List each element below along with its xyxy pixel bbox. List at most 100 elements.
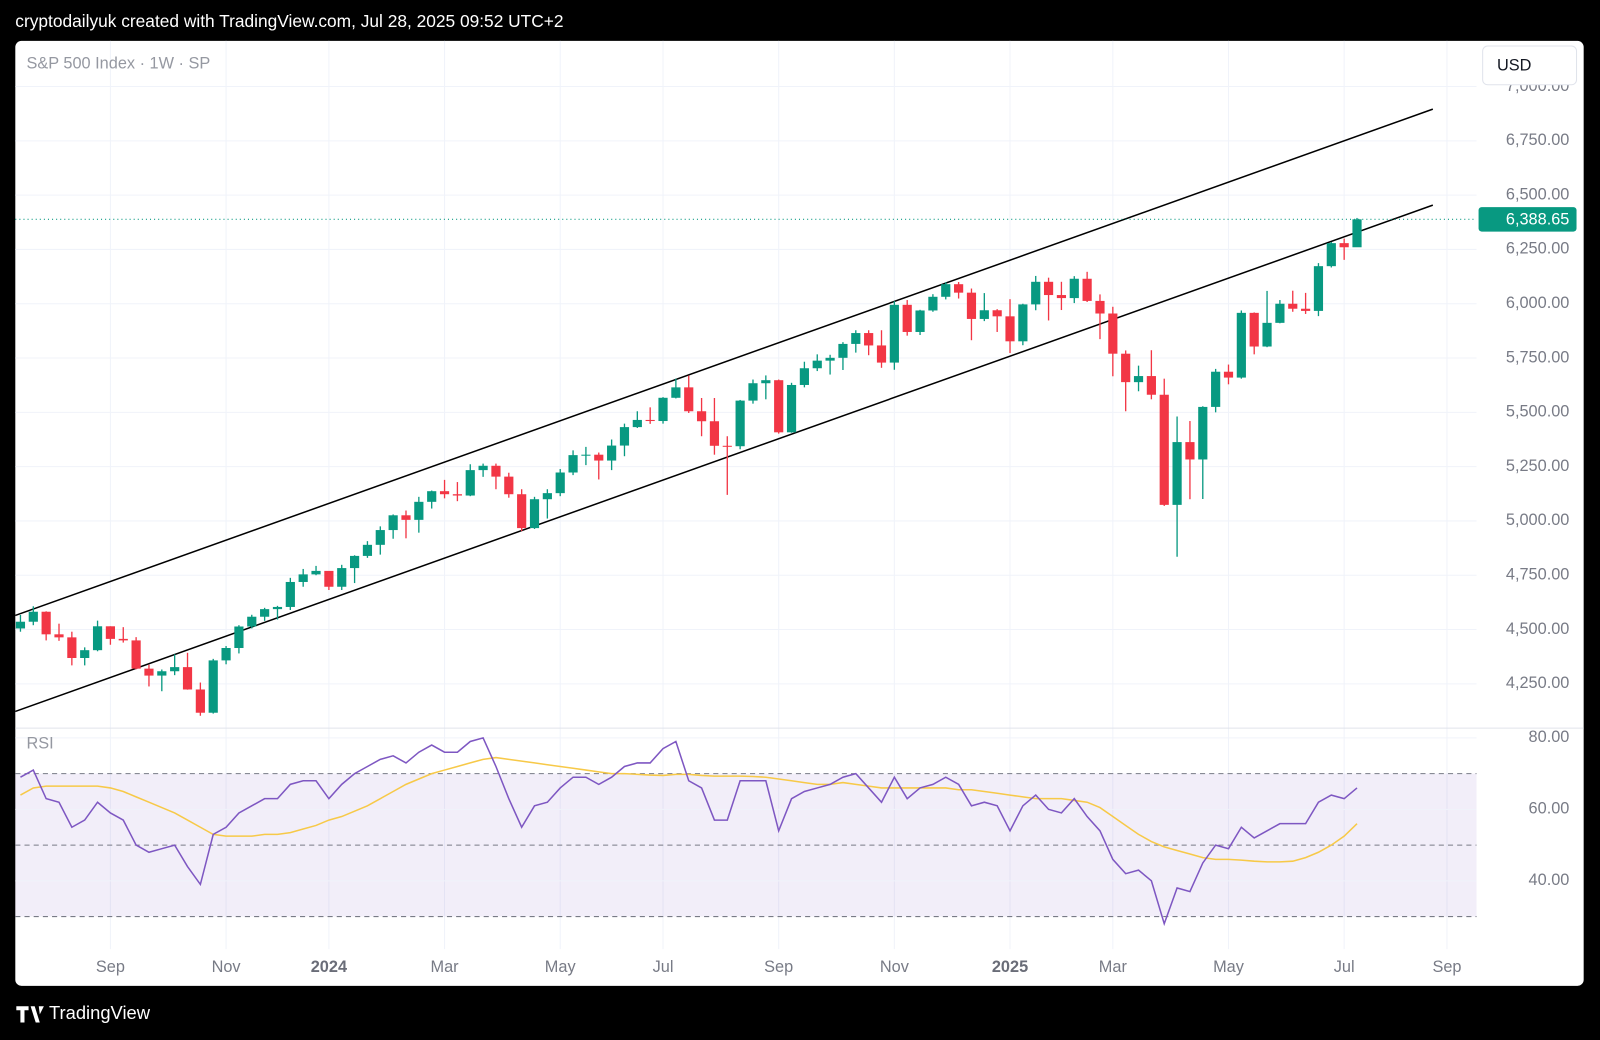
candle-body — [375, 530, 385, 545]
candle-body — [838, 343, 848, 358]
candle-body — [54, 634, 64, 638]
candle-body — [529, 499, 540, 529]
candle-body — [170, 667, 180, 672]
candle-body — [15, 621, 26, 629]
footer-logo — [16, 1006, 44, 1023]
candle-body — [1223, 371, 1234, 378]
candle-body — [105, 626, 115, 639]
candle-body — [915, 310, 925, 332]
x-tick-label: 2024 — [311, 958, 347, 976]
candle-body — [607, 445, 617, 461]
candle-body — [414, 501, 424, 520]
candle-body — [1185, 442, 1195, 460]
candle-body — [1236, 312, 1246, 378]
candle-body — [1172, 442, 1182, 505]
candle-body — [131, 640, 141, 669]
candle-body — [812, 360, 822, 369]
candle-body — [1069, 278, 1079, 299]
candle-body — [902, 304, 912, 332]
x-tick-label: Nov — [880, 958, 910, 976]
rsi-tick-label: 60.00 — [1529, 800, 1570, 818]
candle-body — [876, 345, 887, 363]
candle-body — [1262, 322, 1272, 347]
chart: Sep Nov 2024 Mar May Jul Sep Nov 2025 Mar May Jul Se… — [15, 40, 1584, 976]
candle-body — [645, 419, 655, 422]
y-tick-label: 5,500.00 — [1506, 403, 1569, 421]
candle-body — [465, 470, 475, 496]
candle-body — [1146, 376, 1156, 395]
candle-body — [1352, 219, 1362, 248]
x-tick-label: 2025 — [992, 958, 1028, 976]
candle-body — [362, 544, 373, 556]
candle-body — [709, 421, 720, 446]
candle-body — [1249, 312, 1259, 347]
candle-body — [285, 581, 295, 607]
candle-body — [517, 494, 527, 529]
candle-body — [1288, 303, 1298, 309]
x-tick-label: May — [545, 958, 577, 976]
candle-body — [684, 387, 694, 412]
candle-body — [157, 671, 167, 676]
rsi-line — [20, 756, 1358, 863]
y-tick-label: 6,250.00 — [1506, 240, 1569, 258]
candle-body — [337, 568, 347, 587]
y-tick-label: 5,750.00 — [1506, 348, 1569, 366]
candle-body — [272, 606, 283, 610]
candle-body — [1018, 304, 1028, 342]
candle-body — [761, 380, 771, 384]
candle-body — [439, 491, 450, 495]
candle-body — [632, 419, 642, 428]
candle-body — [1198, 406, 1208, 460]
y-tick-label: 6,000.00 — [1506, 294, 1569, 312]
candle-body — [182, 667, 193, 690]
x-tick-label: Mar — [431, 958, 460, 976]
candle-body — [1301, 308, 1311, 311]
candle-body — [979, 310, 989, 319]
candle-body — [1275, 303, 1285, 323]
x-tick-label: Sep — [1432, 958, 1461, 976]
candle-body — [658, 397, 668, 422]
candle-body — [208, 660, 218, 713]
candle-body — [144, 668, 154, 676]
candle-body — [722, 445, 732, 447]
candle-body — [966, 292, 977, 319]
y-tick-label: 5,000.00 — [1506, 511, 1569, 529]
candle-body — [864, 333, 874, 346]
candle-body — [928, 296, 938, 311]
candle-body — [941, 284, 951, 297]
rsi-tick-label: 80.00 — [1529, 728, 1570, 746]
candle-body — [696, 411, 707, 422]
candle-body — [889, 304, 899, 363]
candle-body — [1313, 266, 1324, 311]
candle-body — [581, 454, 591, 456]
candle-body — [311, 570, 321, 575]
candle-body — [349, 555, 360, 569]
candle-body — [195, 689, 205, 713]
candle-body — [542, 493, 552, 500]
candle-body — [1056, 295, 1067, 299]
candle-body — [774, 380, 784, 433]
y-tick-label: 6,500.00 — [1506, 185, 1569, 203]
candle-body — [1005, 316, 1015, 342]
candle-body — [799, 368, 809, 385]
candle-body — [427, 491, 437, 502]
candle-body — [748, 383, 758, 401]
candle-body — [735, 400, 745, 447]
candle-body — [786, 384, 797, 433]
y-tick-label: 4,250.00 — [1506, 674, 1569, 692]
y-tick-label: 6,750.00 — [1506, 131, 1569, 149]
x-tick-label: Mar — [1099, 958, 1128, 976]
x-tick-label: Sep — [96, 958, 125, 976]
candle-body — [568, 455, 578, 473]
candle-body — [1326, 243, 1336, 267]
candle-body — [1159, 394, 1169, 505]
header-text: cryptodailyuk created with TradingView.c… — [15, 11, 563, 31]
candle-body — [1082, 278, 1092, 301]
candle-body — [1043, 281, 1054, 296]
candle-body — [67, 637, 77, 658]
candle-body — [491, 465, 501, 477]
candle-body — [401, 515, 411, 520]
last-price-label: 6,388.65 — [1506, 211, 1569, 229]
candle-body — [825, 357, 835, 361]
candle-body — [1108, 313, 1118, 354]
